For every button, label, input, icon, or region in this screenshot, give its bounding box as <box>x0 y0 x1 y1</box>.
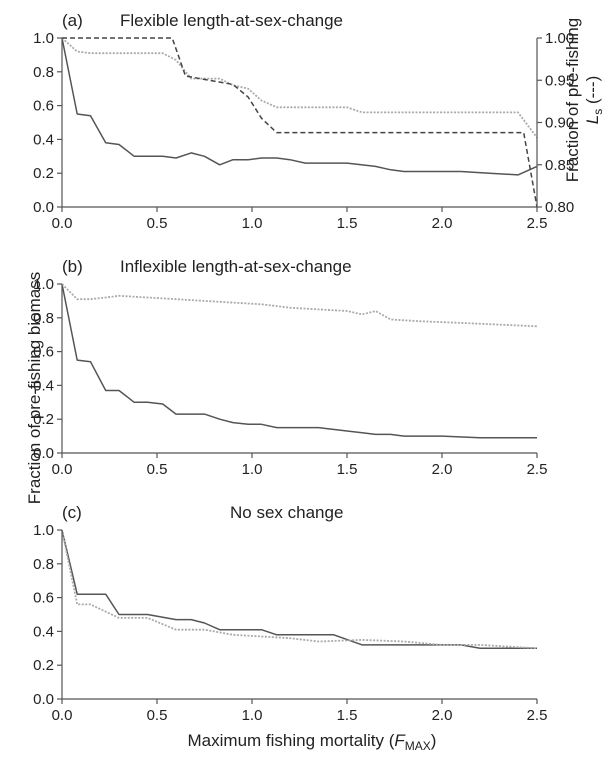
x-tick-label: 2.0 <box>432 215 453 232</box>
series-line-dotted <box>61 529 538 650</box>
x-axis-label-sub: MAX <box>405 739 431 753</box>
ls-symbol: L <box>583 115 602 124</box>
panel-c-axes: 0.0 0.5 1.0 1.5 2.0 2.5 0.0 0.2 0.4 0.6 0.8 1.0 <box>33 522 547 724</box>
panel-a: (a) Flexible length-at-sex-change 0.0 0.5… <box>33 11 574 232</box>
panel-a-axes: 0.0 0.5 1.0 1.5 2.0 2.5 0.0 0.2 0.4 0.6 0.8 1.0 0.80… <box>33 30 574 232</box>
x-tick-label: 0.0 <box>52 707 73 724</box>
y-tick-label: 0.4 <box>33 377 54 394</box>
panel-a-marks <box>61 37 538 208</box>
y-axis-label-left: Fraction of pre-fishing biomass <box>25 272 44 504</box>
x-tick-label: 2.0 <box>432 707 453 724</box>
y-tick-label: 0.6 <box>33 590 54 607</box>
panel-b-label: (b) <box>62 257 83 276</box>
y-tick-label: 1.0 <box>33 522 54 539</box>
panel-b: (b) Inflexible length-at-sex-change 0.0 0… <box>33 257 547 478</box>
x-tick-label: 0.5 <box>147 707 168 724</box>
x-axis-label: Maximum fishing mortality (FMAX) <box>188 731 437 753</box>
panel-c-label: (c) <box>62 503 82 522</box>
x-tick-label: 1.5 <box>337 215 358 232</box>
ls-suffix: (---) <box>583 76 602 109</box>
panel-c-marks <box>61 529 538 650</box>
x-tick-label: 1.0 <box>242 707 263 724</box>
x-tick-label: 1.0 <box>242 215 263 232</box>
y-tick-label: 0.2 <box>33 657 54 674</box>
x-tick-label: 0.0 <box>52 461 73 478</box>
x-tick-label: 2.5 <box>527 215 548 232</box>
y-tick-label: 0.0 <box>33 445 54 462</box>
y2-tick-label: 0.85 <box>545 157 574 174</box>
x-tick-label: 0.5 <box>147 461 168 478</box>
panel-b-title: Inflexible length-at-sex-change <box>120 257 352 276</box>
panel-c: (c) No sex change 0.0 0.5 1.0 1.5 2.0 2.50.00… <box>33 503 547 724</box>
ls-subscript: s <box>591 109 605 115</box>
x-tick-label: 2.5 <box>527 707 548 724</box>
y-tick-label: 0.8 <box>33 556 54 573</box>
x-axis-label-var: F <box>394 731 406 750</box>
panel-b-axes: 0.0 0.5 1.0 1.5 2.0 2.5 0.0 0.2 0.4 0.6 0.8 1.0 <box>33 276 547 478</box>
y-tick-label: 0.8 <box>33 64 54 81</box>
y2-tick-label: 0.90 <box>545 115 574 132</box>
panel-b-marks <box>61 283 538 439</box>
y2-tick-label: 0.95 <box>545 72 574 89</box>
y-tick-label: 0.2 <box>33 411 54 428</box>
x-axis-label-text: Maximum fishing mortality ( <box>188 731 395 750</box>
panel-a-title: Flexible length-at-sex-change <box>120 11 343 30</box>
x-axis-label-close: ) <box>431 731 437 750</box>
y-tick-label: 0.2 <box>33 165 54 182</box>
y-tick-label: 0.0 <box>33 691 54 708</box>
x-tick-label: 0.0 <box>52 215 73 232</box>
y-tick-label: 0.4 <box>33 623 54 640</box>
series-line-dotted <box>61 283 538 328</box>
series-line-dashed <box>62 37 538 208</box>
x-tick-label: 1.5 <box>337 461 358 478</box>
series-line-solid <box>61 529 537 650</box>
series-line-solid <box>61 283 537 439</box>
x-tick-label: 2.0 <box>432 461 453 478</box>
y-tick-label: 0.4 <box>33 131 54 148</box>
panel-a-label: (a) <box>62 11 83 30</box>
y-tick-label: 0.6 <box>33 98 54 115</box>
series-line-solid <box>61 37 538 176</box>
series-line-dotted <box>61 37 538 139</box>
panel-c-title: No sex change <box>230 503 343 522</box>
y2-tick-label: 1.00 <box>545 30 574 47</box>
y-tick-label: 0.8 <box>33 310 54 327</box>
y-tick-label: 1.0 <box>33 30 54 47</box>
y-tick-label: 0.0 <box>33 199 54 216</box>
y-tick-label: 0.6 <box>33 344 54 361</box>
x-tick-label: 1.0 <box>242 461 263 478</box>
y-tick-label: 1.0 <box>33 276 54 293</box>
x-tick-label: 2.5 <box>527 461 548 478</box>
y-axis-label-right: Fraction of pre-fishing <box>563 18 582 182</box>
x-tick-label: 1.5 <box>337 707 358 724</box>
y2-tick-label: 0.80 <box>545 199 574 216</box>
y-axis-label-right-var: Ls (---) <box>583 76 605 125</box>
x-tick-label: 0.5 <box>147 215 168 232</box>
